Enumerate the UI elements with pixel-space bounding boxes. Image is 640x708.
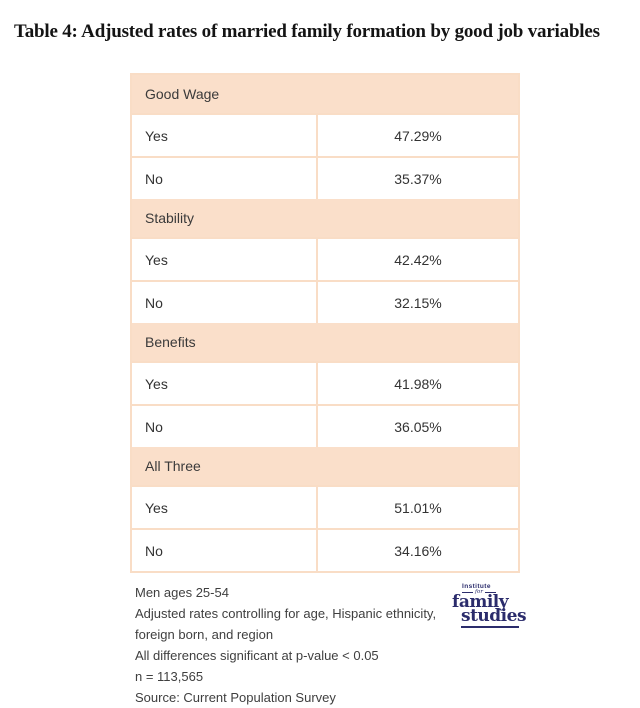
table-row: No 35.37% — [132, 156, 518, 199]
table-row: No 36.05% — [132, 404, 518, 447]
footnote-line: Adjusted rates controlling for age, Hisp… — [135, 606, 437, 621]
section-header-stability: Stability — [132, 199, 518, 237]
row-label: Yes — [132, 239, 318, 280]
logo-for-text: for — [462, 589, 497, 595]
row-label: No — [132, 282, 318, 323]
logo-dash-left — [462, 592, 474, 593]
row-value: 34.16% — [394, 542, 442, 559]
row-value: 47.29% — [394, 127, 442, 144]
table-row: Yes 51.01% — [132, 485, 518, 528]
table-row: Yes 41.98% — [132, 361, 518, 404]
logo-family-text: family — [452, 592, 509, 612]
table-row: Yes 42.42% — [132, 237, 518, 280]
section-header-benefits: Benefits — [132, 323, 518, 361]
row-value: 51.01% — [394, 499, 442, 516]
footnote-line: Men ages 25-54 — [135, 585, 229, 600]
table-row: Yes 47.29% — [132, 113, 518, 156]
row-value: 42.42% — [394, 251, 442, 268]
logo-studies-text: studies — [461, 606, 527, 626]
row-value: 36.05% — [394, 418, 442, 435]
table-row: No 34.16% — [132, 528, 518, 571]
row-value: 41.98% — [394, 375, 442, 392]
row-label: No — [132, 406, 318, 447]
rates-table: Good Wage Yes 47.29% No 35.37% Stability… — [130, 73, 520, 573]
logo-institute-text: Institute — [462, 583, 491, 590]
section-header-all-three: All Three — [132, 447, 518, 485]
footnotes: Men ages 25-54 Adjusted rates controllin… — [135, 582, 455, 708]
table-row: No 32.15% — [132, 280, 518, 323]
row-label: Yes — [132, 487, 318, 528]
logo-dash-right — [485, 592, 497, 593]
row-label: No — [132, 158, 318, 199]
section-header-label: Benefits — [145, 334, 196, 350]
section-header-label: Stability — [145, 210, 195, 226]
page-title: Table 4: Adjusted rates of married famil… — [14, 21, 600, 42]
footnote-line: n = 113,565 — [135, 669, 204, 684]
footnote-line: All differences significant at p-value <… — [135, 648, 379, 663]
section-header-label: All Three — [145, 458, 201, 474]
footnote-line: foreign born, and region — [135, 627, 274, 642]
logo-underline — [461, 626, 519, 628]
section-header-label: Good Wage — [145, 86, 220, 102]
section-header-good-wage: Good Wage — [132, 75, 518, 113]
footnote-line: Source: Current Population Survey — [135, 690, 336, 705]
row-label: Yes — [132, 363, 318, 404]
row-value: 35.37% — [394, 170, 442, 187]
institute-for-family-studies-logo: Institute for family studies — [452, 583, 527, 628]
logo-for-word: for — [475, 589, 483, 595]
row-label: No — [132, 530, 318, 571]
row-label: Yes — [132, 115, 318, 156]
row-value: 32.15% — [394, 294, 442, 311]
